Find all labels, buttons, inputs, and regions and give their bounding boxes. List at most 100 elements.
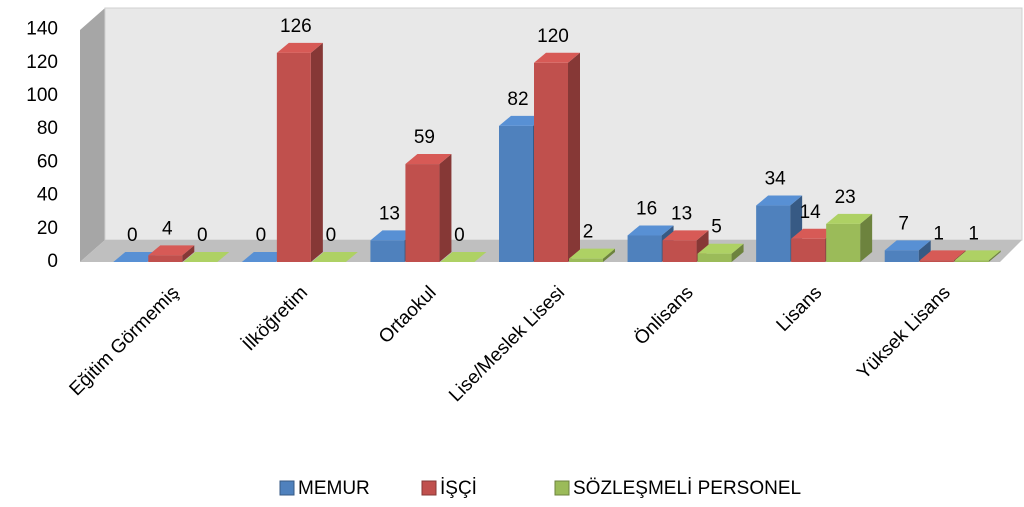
y-tick-label: 20 bbox=[37, 218, 58, 239]
bar bbox=[440, 252, 487, 262]
data-label: 2 bbox=[583, 222, 594, 243]
x-tick-label: Lisans bbox=[773, 282, 827, 336]
y-tick-label: 100 bbox=[26, 85, 58, 106]
bar-front bbox=[370, 240, 405, 262]
y-tick-label: 0 bbox=[47, 251, 58, 272]
bar bbox=[276, 42, 323, 263]
data-label: 7 bbox=[898, 213, 909, 234]
bar-front bbox=[276, 52, 311, 263]
bar-front bbox=[791, 238, 826, 262]
legend-swatch bbox=[421, 480, 437, 496]
bar-side bbox=[603, 248, 615, 262]
data-label: 0 bbox=[256, 225, 267, 246]
bar bbox=[826, 213, 873, 262]
bar-side bbox=[439, 154, 452, 262]
bar-front bbox=[148, 255, 183, 262]
bar-side bbox=[182, 245, 195, 262]
data-label: 126 bbox=[280, 16, 312, 37]
legend-label: İŞÇİ bbox=[440, 478, 477, 499]
bar-side bbox=[860, 213, 873, 262]
y-tick-label: 140 bbox=[26, 19, 58, 40]
bar-front bbox=[697, 253, 732, 262]
bar-top bbox=[534, 52, 580, 63]
data-label: 13 bbox=[671, 203, 692, 224]
bar-top bbox=[499, 115, 545, 126]
bar-front bbox=[919, 260, 954, 262]
x-tick-label: Ortaokul bbox=[375, 282, 441, 348]
bar bbox=[534, 52, 580, 262]
bar-top bbox=[756, 195, 803, 206]
bar bbox=[183, 252, 230, 262]
bar-front bbox=[499, 125, 533, 262]
data-label: 13 bbox=[379, 203, 400, 224]
x-tick-label: Lise/Meslek Lisesi bbox=[445, 282, 569, 406]
bar-top bbox=[183, 252, 230, 262]
data-label: 23 bbox=[835, 187, 856, 208]
data-label: 34 bbox=[765, 169, 787, 190]
x-tick-label: İlköğretim bbox=[239, 282, 312, 355]
bar bbox=[405, 154, 452, 262]
legend-label: MEMUR bbox=[298, 478, 370, 499]
bar-top bbox=[791, 228, 838, 239]
data-label: 59 bbox=[414, 127, 435, 148]
data-label: 82 bbox=[507, 89, 528, 110]
data-label: 5 bbox=[711, 217, 722, 238]
bar-top bbox=[919, 250, 966, 261]
data-label: 1 bbox=[968, 223, 979, 244]
legend-swatch bbox=[279, 480, 295, 496]
bar-front bbox=[954, 260, 989, 262]
side-wall bbox=[80, 8, 105, 262]
bar-side bbox=[988, 250, 1001, 262]
bar-top bbox=[697, 243, 744, 254]
legend-label: SÖZLEŞMELİ PERSONEL bbox=[573, 478, 801, 499]
data-label: 0 bbox=[454, 225, 465, 246]
bar bbox=[954, 250, 1001, 262]
data-label: 4 bbox=[162, 218, 173, 239]
x-tick-label: Yüksek Lisans bbox=[853, 282, 954, 383]
bar-side bbox=[918, 240, 931, 262]
bar-front bbox=[534, 62, 568, 262]
bar-top bbox=[884, 240, 931, 251]
bar-front bbox=[569, 258, 603, 262]
y-tick-label: 40 bbox=[37, 185, 58, 206]
x-tick-label: Eğitim Görmemiş bbox=[66, 282, 184, 400]
bar-top bbox=[440, 252, 487, 262]
data-label: 0 bbox=[197, 225, 208, 246]
bar-top bbox=[405, 154, 452, 165]
bar-front bbox=[884, 250, 919, 262]
bar-top bbox=[569, 248, 615, 259]
bar bbox=[697, 243, 744, 262]
bar-side bbox=[568, 52, 580, 262]
bar bbox=[241, 252, 288, 262]
bar-top bbox=[276, 42, 323, 53]
bar bbox=[113, 252, 160, 262]
data-label: 120 bbox=[537, 26, 569, 47]
bar-front bbox=[826, 223, 861, 262]
bar-top bbox=[662, 230, 709, 241]
bar-front bbox=[405, 164, 440, 262]
bar-front bbox=[662, 240, 697, 262]
bar-front bbox=[756, 205, 791, 262]
x-tick-label: Önlisans bbox=[631, 282, 698, 349]
data-label: 0 bbox=[326, 225, 337, 246]
bar-side bbox=[731, 243, 744, 262]
data-label: 0 bbox=[127, 225, 138, 246]
bar-front bbox=[627, 235, 662, 262]
bar-top bbox=[311, 252, 358, 262]
legend-swatch bbox=[554, 480, 570, 496]
bar-top bbox=[826, 213, 873, 224]
y-tick-label: 80 bbox=[37, 118, 58, 139]
bar bbox=[311, 252, 358, 262]
data-label: 14 bbox=[800, 202, 822, 223]
bar bbox=[662, 230, 709, 262]
y-tick-label: 120 bbox=[26, 52, 58, 73]
y-tick-label: 60 bbox=[37, 151, 58, 172]
data-label: 16 bbox=[636, 198, 657, 219]
bar-top bbox=[113, 252, 160, 262]
data-label: 1 bbox=[933, 223, 944, 244]
bar-top bbox=[627, 225, 674, 236]
bar-top bbox=[370, 230, 417, 241]
bar-top bbox=[241, 252, 288, 262]
bar-top bbox=[148, 245, 195, 256]
